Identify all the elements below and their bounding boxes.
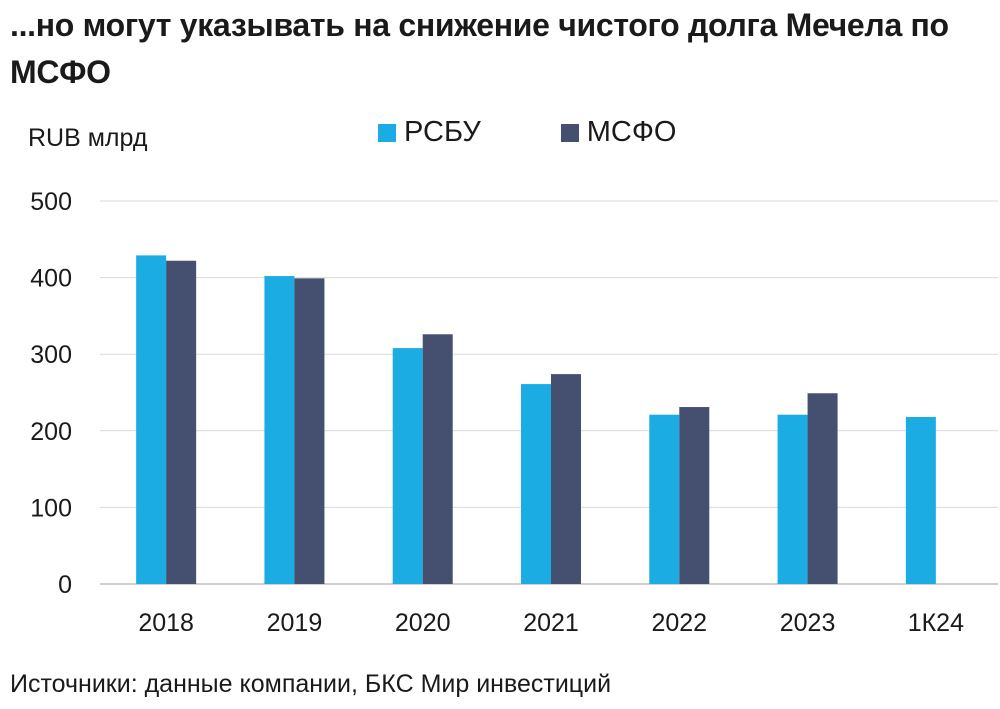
y-tick-label: 200 [30,418,72,446]
bar-rsbu-2018 [136,255,167,585]
bar-rsbu-1К24 [905,417,936,584]
x-tick-label: 1К24 [908,609,964,637]
legend-label-rsbu: РСБУ [404,116,481,148]
bar-msfo-2022 [679,407,710,584]
bar-rsbu-2023 [777,414,808,584]
x-tick-label: 2022 [651,609,707,637]
x-tick-label: 2018 [138,609,194,637]
source-note: Источники: данные компании, БКС Мир инве… [10,670,612,698]
chart-title: ...но могут указывать на снижение чистог… [10,7,949,90]
x-tick-label: 2020 [395,609,451,637]
bar-msfo-2021 [551,374,581,584]
y-tick-label: 0 [58,571,72,599]
bar-rsbu-2020 [392,348,423,584]
legend-swatch-rsbu [378,123,396,142]
bar-rsbu-2021 [521,384,551,584]
bar-rsbu-2019 [264,276,295,584]
bar-rsbu-2022 [649,414,680,584]
bar-msfo-2018 [166,260,197,584]
x-tick-label: 2021 [523,609,579,637]
legend-label-msfo: МСФО [586,116,677,148]
legend-swatch-msfo [560,123,579,142]
bar-msfo-2023 [807,393,838,584]
y-tick-label: 500 [30,188,72,216]
x-tick-label: 2023 [780,609,836,637]
legend: РСБУ МСФО [378,116,676,149]
bar-msfo-2020 [422,334,453,584]
legend-item-msfo: МСФО [560,116,677,149]
bar-msfo-2019 [294,278,325,584]
y-tick-label: 400 [30,265,72,293]
y-tick-label: 300 [30,341,72,369]
x-tick-label: 2019 [267,609,323,637]
legend-item-rsbu: РСБУ [378,116,481,149]
y-axis-unit-label: RUB млрд [28,124,148,152]
y-tick-label: 100 [30,494,72,522]
bar-chart: 0 100 200 300 400 500 2018 2019 2020 2021 2022 2023… [30,188,998,637]
